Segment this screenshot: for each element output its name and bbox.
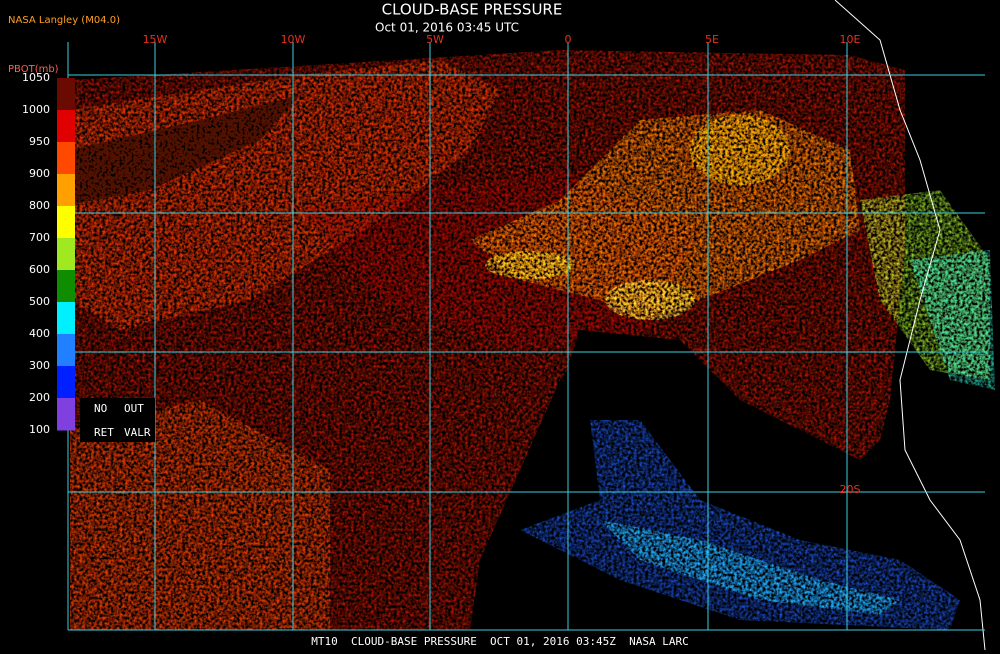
imagery xyxy=(70,0,1000,651)
legend-swatch xyxy=(57,302,75,335)
legend-swatch xyxy=(57,238,75,271)
missing-label: RET xyxy=(94,426,114,439)
legend-label: 1000 xyxy=(22,103,50,116)
cloud-region xyxy=(520,420,960,630)
cloud-region xyxy=(70,400,330,630)
missing-label: VALR xyxy=(124,426,151,439)
legend-swatch xyxy=(57,142,75,175)
color-legend: PBOT(mb) NO OUT RET VALR 1050 1000 950 900 8… xyxy=(8,64,155,442)
legend-swatch xyxy=(57,398,75,431)
legend-label: 900 xyxy=(29,167,50,180)
title: CLOUD-BASE PRESSURE xyxy=(382,1,563,19)
legend-title: PBOT(mb) xyxy=(8,64,59,75)
legend-swatch xyxy=(57,334,75,367)
cloud-region xyxy=(605,280,695,320)
grid xyxy=(67,42,985,631)
legend-label: 800 xyxy=(29,199,50,212)
cloud-region xyxy=(600,520,900,615)
missing-label: NO xyxy=(94,402,107,415)
legend-label: 100 xyxy=(29,423,50,436)
legend-swatch xyxy=(57,366,75,399)
cloud-region xyxy=(690,115,790,185)
longitude-label: 0 xyxy=(565,33,572,46)
longitude-label: 10E xyxy=(840,33,861,46)
missing-label: OUT xyxy=(124,402,144,415)
legend-label: 950 xyxy=(29,135,50,148)
footer: MT10 CLOUD-BASE PRESSURE OCT 01, 2016 03… xyxy=(311,635,689,648)
longitude-label: 5E xyxy=(705,33,719,46)
missing-box xyxy=(80,398,155,442)
legend-label: 700 xyxy=(29,231,50,244)
source-label: NASA Langley (M04.0) xyxy=(8,15,120,26)
legend-label: 500 xyxy=(29,295,50,308)
legend-label: 300 xyxy=(29,359,50,372)
coastline xyxy=(834,0,986,651)
legend-swatch xyxy=(57,174,75,207)
legend-swatch xyxy=(57,78,75,111)
legend-label: 200 xyxy=(29,391,50,404)
subtitle: Oct 01, 2016 03:45 UTC xyxy=(375,21,519,35)
legend-swatch xyxy=(57,206,75,239)
legend-swatch xyxy=(57,110,75,143)
header: NASA Langley (M04.0) CLOUD-BASE PRESSURE… xyxy=(8,1,562,35)
legend-label: 600 xyxy=(29,263,50,276)
longitude-label: 10W xyxy=(281,33,306,46)
latitude-label: 20S xyxy=(840,483,861,496)
clear-sky xyxy=(70,95,300,205)
legend-label: 400 xyxy=(29,327,50,340)
legend-swatch xyxy=(57,270,75,303)
legend-label: 1050 xyxy=(22,71,50,84)
cloud-region xyxy=(910,250,995,390)
cloud-region xyxy=(485,251,575,279)
longitude-label: 15W xyxy=(143,33,168,46)
longitude-label: 5W xyxy=(426,33,444,46)
grid-labels: 15W 10W 5W 0 5E 10E 20S xyxy=(143,33,861,496)
